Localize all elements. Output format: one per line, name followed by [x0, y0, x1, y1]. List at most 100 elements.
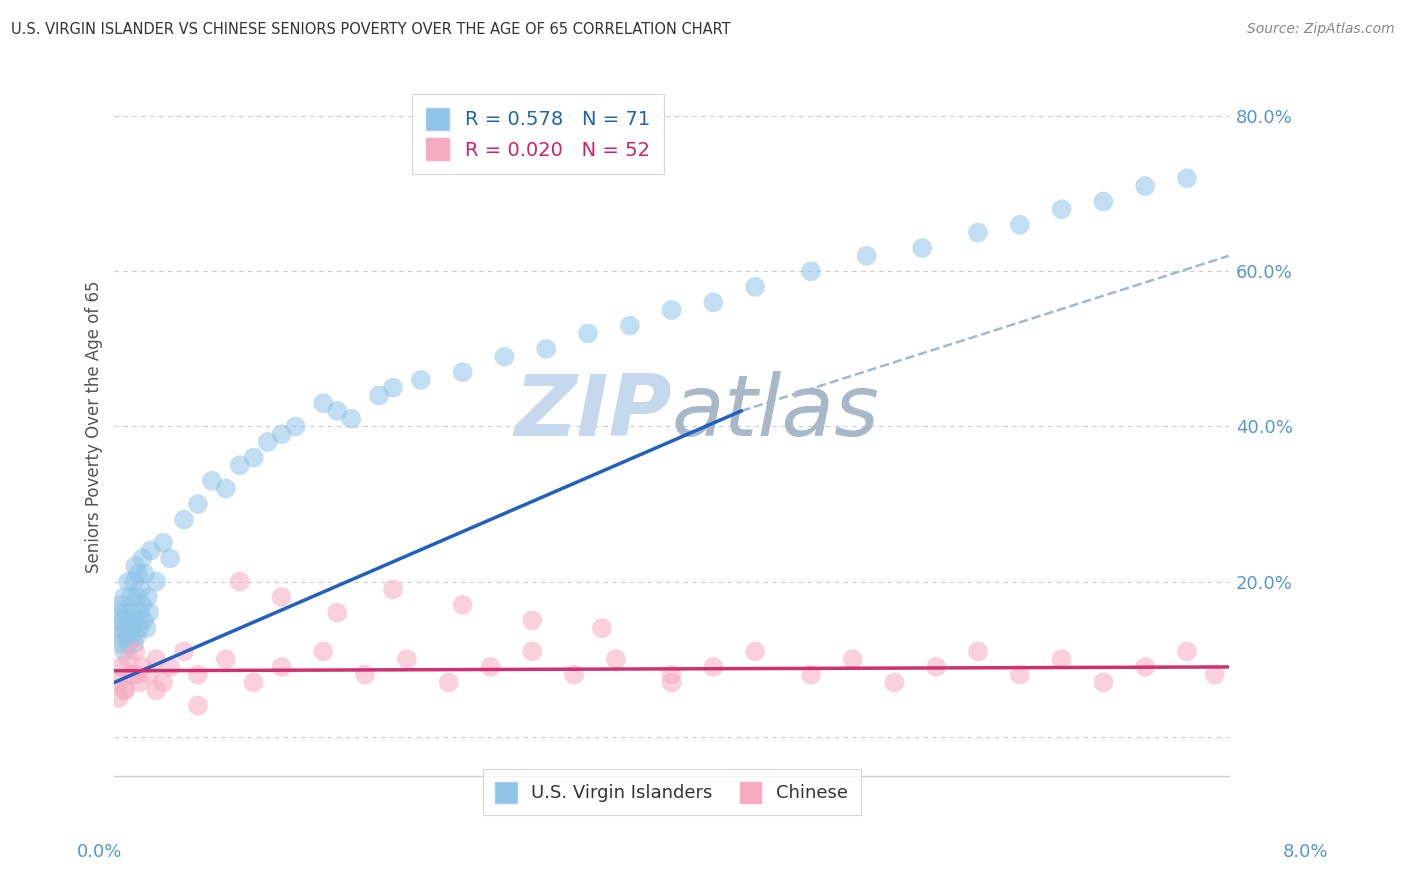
Point: [591, 621, 613, 635]
Point: [110, 637, 132, 651]
Text: Source: ZipAtlas.com: Source: ZipAtlas.com: [1247, 22, 1395, 37]
Point: [562, 667, 585, 681]
Point: [354, 667, 377, 681]
Point: [139, 543, 162, 558]
Point: [145, 683, 167, 698]
Point: [128, 621, 150, 635]
Point: [702, 660, 724, 674]
Point: [479, 660, 502, 674]
Point: [152, 675, 174, 690]
Point: [121, 621, 143, 635]
Point: [619, 318, 641, 333]
Point: [800, 667, 823, 681]
Point: [118, 613, 141, 627]
Point: [744, 280, 766, 294]
Point: [1092, 194, 1115, 209]
Point: [576, 326, 599, 341]
Point: [114, 621, 136, 635]
Point: [107, 606, 129, 620]
Point: [110, 598, 132, 612]
Point: [326, 606, 349, 620]
Point: [117, 637, 139, 651]
Point: [1175, 644, 1198, 658]
Point: [145, 574, 167, 589]
Point: [120, 629, 142, 643]
Point: [841, 652, 863, 666]
Point: [242, 450, 264, 465]
Point: [967, 644, 990, 658]
Point: [661, 675, 683, 690]
Point: [368, 388, 391, 402]
Point: [229, 574, 252, 589]
Point: [605, 652, 627, 666]
Point: [138, 606, 160, 620]
Point: [201, 474, 224, 488]
Point: [1175, 171, 1198, 186]
Point: [107, 675, 129, 690]
Point: [105, 629, 128, 643]
Point: [382, 381, 405, 395]
Point: [138, 667, 160, 681]
Point: [125, 590, 148, 604]
Point: [111, 613, 134, 627]
Point: [522, 644, 544, 658]
Point: [114, 683, 136, 698]
Point: [127, 566, 149, 581]
Point: [120, 590, 142, 604]
Point: [128, 606, 150, 620]
Point: [110, 660, 132, 674]
Point: [911, 241, 934, 255]
Point: [108, 621, 131, 635]
Point: [121, 667, 143, 681]
Point: [1008, 218, 1031, 232]
Point: [125, 629, 148, 643]
Point: [340, 411, 363, 425]
Point: [270, 660, 292, 674]
Point: [395, 652, 418, 666]
Point: [1092, 675, 1115, 690]
Text: ZIP: ZIP: [515, 371, 672, 454]
Point: [409, 373, 432, 387]
Point: [270, 427, 292, 442]
Point: [107, 690, 129, 705]
Point: [131, 551, 153, 566]
Point: [187, 698, 209, 713]
Point: [131, 598, 153, 612]
Point: [534, 342, 557, 356]
Point: [129, 582, 152, 597]
Point: [135, 621, 157, 635]
Point: [883, 675, 905, 690]
Point: [124, 667, 146, 681]
Point: [121, 606, 143, 620]
Point: [437, 675, 460, 690]
Point: [187, 497, 209, 511]
Point: [1133, 660, 1156, 674]
Point: [312, 396, 335, 410]
Point: [925, 660, 948, 674]
Point: [326, 404, 349, 418]
Point: [1050, 202, 1073, 217]
Point: [256, 435, 278, 450]
Point: [173, 644, 195, 658]
Point: [284, 419, 307, 434]
Point: [131, 660, 153, 674]
Point: [451, 598, 474, 612]
Point: [229, 458, 252, 473]
Point: [1133, 179, 1156, 194]
Text: 0.0%: 0.0%: [77, 843, 122, 861]
Point: [382, 582, 405, 597]
Point: [122, 637, 145, 651]
Text: atlas: atlas: [672, 371, 880, 454]
Point: [312, 644, 335, 658]
Point: [855, 249, 877, 263]
Point: [1008, 667, 1031, 681]
Point: [128, 675, 150, 690]
Point: [702, 295, 724, 310]
Point: [124, 559, 146, 574]
Text: U.S. VIRGIN ISLANDER VS CHINESE SENIORS POVERTY OVER THE AGE OF 65 CORRELATION C: U.S. VIRGIN ISLANDER VS CHINESE SENIORS …: [11, 22, 731, 37]
Point: [967, 226, 990, 240]
Point: [112, 644, 135, 658]
Point: [136, 590, 159, 604]
Legend: U.S. Virgin Islanders, Chinese: U.S. Virgin Islanders, Chinese: [482, 769, 860, 815]
Point: [1050, 652, 1073, 666]
